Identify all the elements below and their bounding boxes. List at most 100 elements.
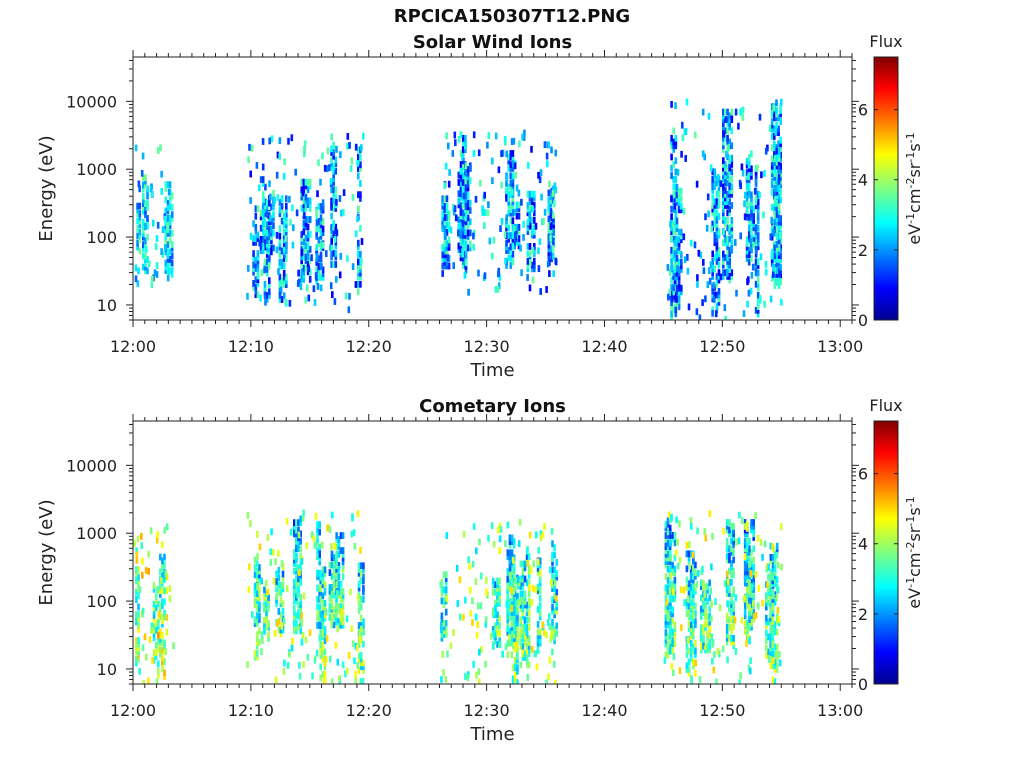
heatmap-cell [694, 647, 697, 655]
heatmap-cell [515, 201, 519, 209]
heatmap-cell [280, 206, 284, 214]
heatmap-cell [286, 662, 290, 669]
heatmap-cell [740, 163, 744, 171]
heatmap-cell [270, 248, 273, 256]
heatmap-cell [725, 638, 729, 646]
heatmap-cell [357, 569, 361, 577]
heatmap-cell [530, 194, 534, 202]
heatmap-cell [724, 190, 727, 198]
heatmap-cell [282, 273, 286, 281]
heatmap-cell [726, 172, 729, 179]
heatmap-cell [159, 583, 162, 591]
heatmap-cell [508, 612, 512, 620]
heatmap-cell [672, 191, 676, 199]
heatmap-cell [136, 210, 139, 217]
heatmap-cell [710, 615, 713, 622]
heatmap-cell [263, 620, 266, 627]
heatmap-cell [255, 618, 258, 625]
heatmap-cell [136, 232, 139, 240]
heatmap-cell [730, 530, 733, 538]
heatmap-cell [494, 605, 497, 612]
heatmap-cell [553, 630, 556, 637]
heatmap-cell [770, 248, 774, 256]
heatmap-cell [328, 526, 332, 533]
heatmap-cell [704, 601, 707, 609]
heatmap-cell [754, 172, 758, 180]
heatmap-cell [666, 554, 670, 562]
heatmap-cell [730, 220, 734, 228]
heatmap-cell [142, 226, 145, 234]
heatmap-cell [272, 577, 276, 585]
heatmap-cell [722, 228, 725, 236]
heatmap-cell [538, 635, 542, 643]
heatmap-cell [317, 225, 321, 233]
heatmap-cell [512, 635, 516, 643]
heatmap-cell [263, 280, 267, 288]
heatmap-cell [144, 181, 147, 189]
heatmap-cell [728, 179, 731, 187]
heatmap-cell [521, 624, 525, 631]
heatmap-cell [337, 539, 341, 547]
heatmap-cell [553, 544, 556, 551]
heatmap-cell [686, 254, 689, 261]
heatmap-cell [769, 554, 773, 561]
heatmap-cell [775, 174, 778, 181]
heatmap-cell [510, 590, 514, 598]
heatmap-cell [467, 288, 470, 296]
heatmap-cell [332, 249, 335, 257]
heatmap-cell [319, 577, 322, 585]
heatmap-cell [728, 250, 731, 258]
heatmap-cell [539, 569, 542, 577]
colorbar-tick-label: 6 [858, 465, 868, 484]
heatmap-cell [727, 144, 730, 151]
heatmap-cell [530, 645, 534, 653]
heatmap-cell [341, 562, 345, 569]
heatmap-cell [713, 183, 717, 191]
heatmap-cell [302, 509, 305, 517]
heatmap-cell [694, 587, 697, 595]
heatmap-cell [454, 139, 457, 146]
heatmap-cell [302, 275, 306, 283]
heatmap-cell [694, 610, 697, 617]
heatmap-cell [754, 512, 757, 519]
heatmap-cell [316, 528, 319, 536]
heatmap-cell [770, 260, 774, 267]
heatmap-cell [467, 556, 470, 563]
heatmap-cell [359, 678, 363, 685]
heatmap-cell [263, 221, 267, 228]
heatmap-cell [748, 564, 751, 572]
heatmap-cell [265, 233, 269, 241]
heatmap-cell [323, 566, 327, 574]
heatmap-cell [687, 613, 691, 621]
heatmap-cell [319, 588, 322, 596]
heatmap-cell [730, 127, 734, 135]
heatmap-cell [771, 554, 775, 561]
heatmap-cell [685, 666, 689, 673]
heatmap-cell [255, 649, 259, 657]
heatmap-cell [357, 288, 360, 296]
heatmap-cell [269, 193, 272, 201]
heatmap-cell [689, 599, 693, 606]
heatmap-cell [254, 239, 258, 246]
heatmap-cell [707, 267, 711, 275]
heatmap-cell [295, 586, 298, 594]
heatmap-cell [444, 619, 448, 627]
heatmap-cell [744, 576, 747, 583]
heatmap-cell [722, 175, 725, 183]
heatmap-cell [531, 584, 535, 592]
heatmap-cell [447, 180, 451, 188]
heatmap-cell [767, 573, 770, 581]
heatmap-cell [505, 191, 508, 198]
heatmap-cell [278, 281, 282, 288]
heatmap-cell [538, 628, 542, 636]
heatmap-cell [275, 231, 279, 239]
heatmap-cell [252, 280, 255, 287]
heatmap-cell [553, 585, 556, 592]
heatmap-cell [672, 138, 675, 146]
heatmap-cell [305, 284, 309, 292]
heatmap-cell [319, 178, 322, 186]
heatmap-cell [521, 568, 525, 575]
heatmap-cell [268, 180, 271, 188]
heatmap-cell [510, 568, 514, 575]
heatmap-cell [295, 530, 298, 538]
